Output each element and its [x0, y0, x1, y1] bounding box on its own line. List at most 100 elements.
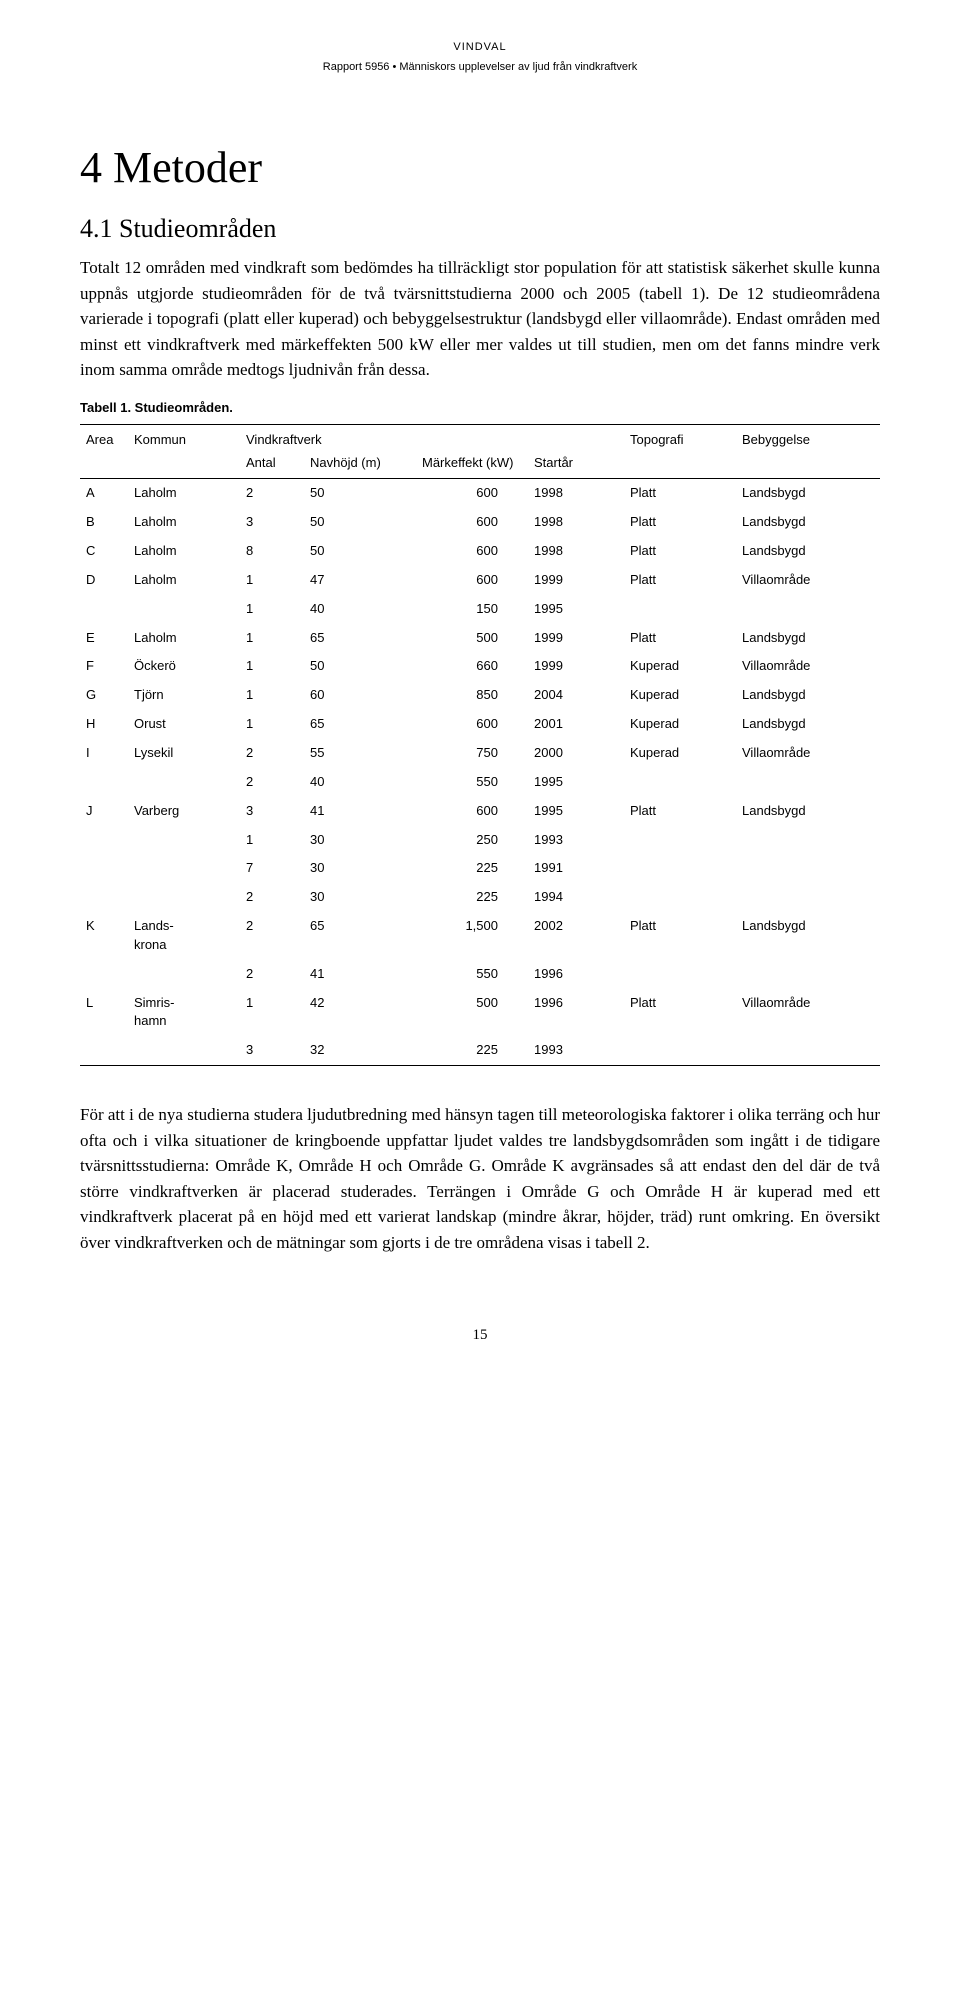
table-cell [736, 826, 880, 855]
table-cell: D [80, 566, 128, 595]
table-cell: 2 [240, 739, 304, 768]
table-cell: 7 [240, 854, 304, 883]
table-cell: 550 [416, 768, 528, 797]
table-cell: 1999 [528, 566, 624, 595]
table-cell: 1 [240, 624, 304, 653]
table-cell: Kuperad [624, 681, 736, 710]
table-cell [624, 595, 736, 624]
paragraph-1: Totalt 12 områden med vindkraft som bedö… [80, 255, 880, 383]
table-cell: 600 [416, 710, 528, 739]
table-cell: 1991 [528, 854, 624, 883]
table-cell [624, 960, 736, 989]
table-cell: Landsbygd [736, 479, 880, 508]
table-row: 1401501995 [80, 595, 880, 624]
table-cell [736, 1036, 880, 1065]
table-cell: Platt [624, 624, 736, 653]
table-row: 2405501995 [80, 768, 880, 797]
table-cell: 2 [240, 768, 304, 797]
table-cell: 50 [304, 479, 416, 508]
table-cell: 1 [240, 681, 304, 710]
table-cell: 1999 [528, 652, 624, 681]
table-cell: Villaområde [736, 739, 880, 768]
table-cell: Villaområde [736, 652, 880, 681]
table-cell: 2004 [528, 681, 624, 710]
table-cell: E [80, 624, 128, 653]
table-cell: 250 [416, 826, 528, 855]
table-cell: C [80, 537, 128, 566]
table-row: ILysekil2557502000KuperadVillaområde [80, 739, 880, 768]
table-cell: A [80, 479, 128, 508]
table-cell: H [80, 710, 128, 739]
col-vindkraftverk: Vindkraftverk [240, 424, 624, 451]
table-cell: 50 [304, 508, 416, 537]
table-cell [736, 854, 880, 883]
table-cell: 1995 [528, 797, 624, 826]
table-cell: 2 [240, 912, 304, 960]
table-cell [128, 768, 240, 797]
table-row: GTjörn1608502004KuperadLandsbygd [80, 681, 880, 710]
table-cell: 600 [416, 479, 528, 508]
table-cell: F [80, 652, 128, 681]
table-cell [80, 854, 128, 883]
table-row: CLaholm8506001998PlattLandsbygd [80, 537, 880, 566]
table-cell: 8 [240, 537, 304, 566]
table-cell: 850 [416, 681, 528, 710]
table-cell: B [80, 508, 128, 537]
table-cell: 30 [304, 854, 416, 883]
table-cell: 225 [416, 883, 528, 912]
table-cell: Platt [624, 537, 736, 566]
table-cell [128, 854, 240, 883]
table-cell: 1 [240, 595, 304, 624]
table-cell: Villaområde [736, 566, 880, 595]
table-cell [80, 826, 128, 855]
table-cell: L [80, 989, 128, 1037]
table-cell: 60 [304, 681, 416, 710]
table-cell: 3 [240, 797, 304, 826]
table-cell: 50 [304, 537, 416, 566]
table-cell [80, 768, 128, 797]
table-cell: Laholm [128, 479, 240, 508]
table-row: JVarberg3416001995PlattLandsbygd [80, 797, 880, 826]
table-cell [624, 854, 736, 883]
table-cell: 30 [304, 826, 416, 855]
table-cell: 3 [240, 508, 304, 537]
table-cell: 2002 [528, 912, 624, 960]
table-cell [624, 1036, 736, 1065]
table-cell [128, 1036, 240, 1065]
table-cell: 225 [416, 1036, 528, 1065]
table-cell: Landsbygd [736, 624, 880, 653]
table-row: 2302251994 [80, 883, 880, 912]
table-cell: Platt [624, 912, 736, 960]
table-cell: 1 [240, 652, 304, 681]
table-cell: G [80, 681, 128, 710]
table-cell: Tjörn [128, 681, 240, 710]
table-cell: Platt [624, 989, 736, 1037]
table-row: 1302501993 [80, 826, 880, 855]
table-cell: 1995 [528, 768, 624, 797]
table-cell: 1,500 [416, 912, 528, 960]
table-row: ELaholm1655001999PlattLandsbygd [80, 624, 880, 653]
table-cell: 600 [416, 797, 528, 826]
table-cell: 1996 [528, 960, 624, 989]
table-cell [128, 960, 240, 989]
table-cell: 1998 [528, 479, 624, 508]
col-navhojd: Navhöjd (m) [304, 452, 416, 479]
table-cell: Platt [624, 508, 736, 537]
table-cell: 41 [304, 960, 416, 989]
table-cell: 150 [416, 595, 528, 624]
col-startar: Startår [528, 452, 624, 479]
table-cell: Laholm [128, 624, 240, 653]
table-cell: Villaområde [736, 989, 880, 1037]
table-cell [624, 826, 736, 855]
table-cell: 1 [240, 710, 304, 739]
table-cell: 1995 [528, 595, 624, 624]
table-cell: 40 [304, 768, 416, 797]
table-cell: 2 [240, 960, 304, 989]
table-cell: 600 [416, 537, 528, 566]
table-cell: 1 [240, 989, 304, 1037]
table-cell: Landsbygd [736, 710, 880, 739]
table-cell: Orust [128, 710, 240, 739]
table-cell: 41 [304, 797, 416, 826]
table-cell: Kuperad [624, 652, 736, 681]
col-area: Area [80, 424, 128, 451]
